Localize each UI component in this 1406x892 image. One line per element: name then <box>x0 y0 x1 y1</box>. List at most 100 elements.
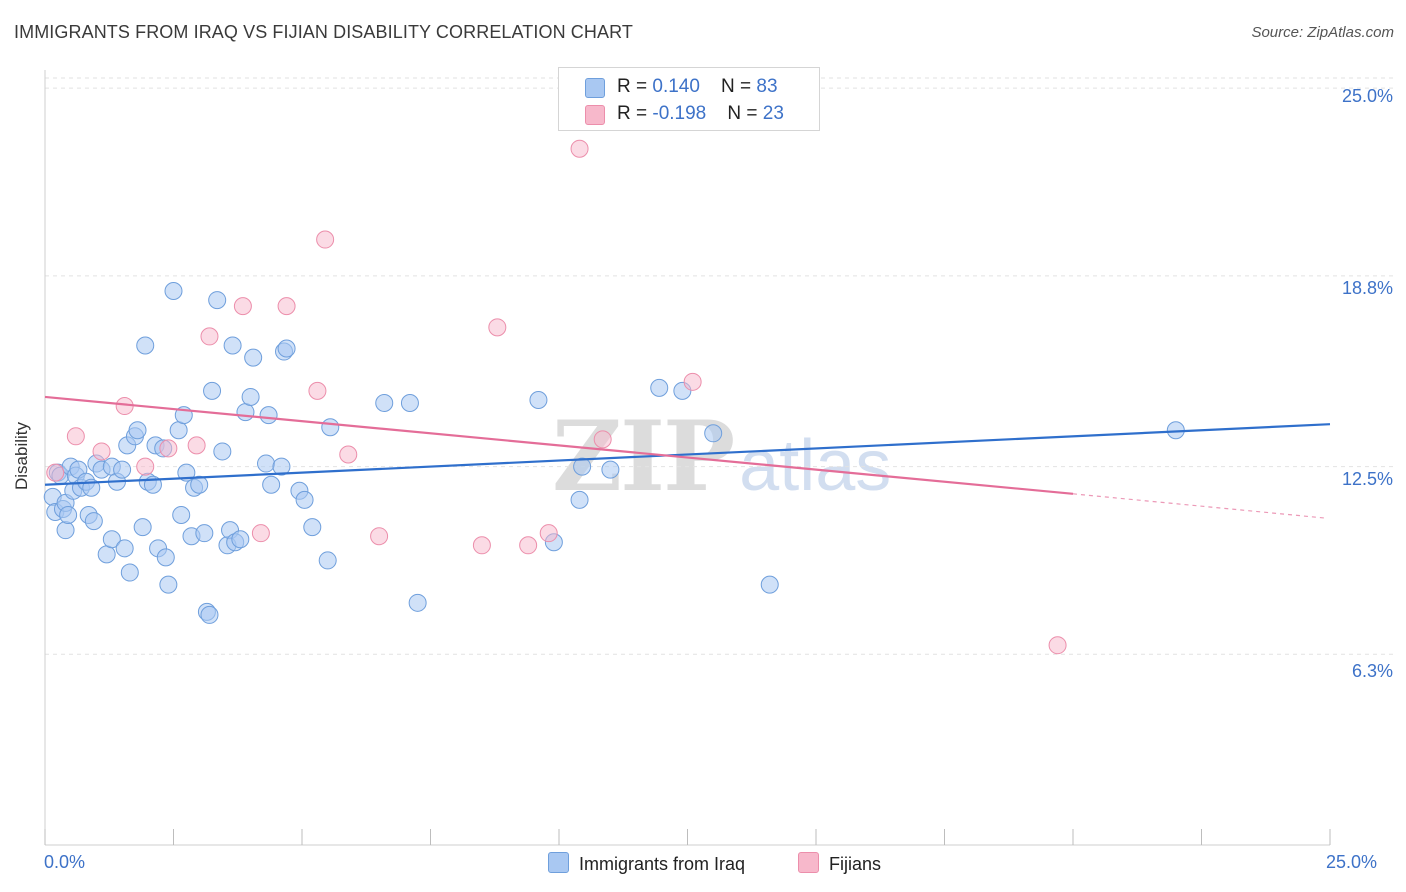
axes <box>44 70 1331 846</box>
y-tick-label: 25.0% <box>1341 86 1393 106</box>
iraq-point <box>601 460 620 479</box>
source-credit: Source: ZipAtlas.com <box>1251 24 1394 41</box>
legend-item-iraq[interactable]: Immigrants from Iraq <box>548 852 745 875</box>
fiji-points <box>46 139 1067 655</box>
iraq-point <box>195 524 214 543</box>
fiji-point <box>488 318 507 337</box>
x-tick-label-min: 0.0% <box>44 852 86 872</box>
r-value: -0.198 <box>652 103 707 124</box>
legend-label-fiji: Fijians <box>829 854 882 874</box>
iraq-point <box>120 563 139 582</box>
iraq-point <box>244 348 263 367</box>
fiji-point <box>159 439 178 458</box>
iraq-point <box>408 593 427 612</box>
fiji-point <box>251 524 270 543</box>
iraq-point <box>259 406 278 425</box>
iraq-point <box>133 518 152 537</box>
iraq-point <box>272 457 291 476</box>
iraq-point <box>59 506 78 525</box>
iraq-point <box>56 521 75 540</box>
fiji-point <box>339 445 358 464</box>
iraq-point <box>318 551 337 570</box>
x-tick-label-max: 25.0% <box>1326 852 1378 872</box>
legend-swatch-iraq <box>585 78 605 98</box>
stats-legend: R = 0.140 N = 83 R = -0.198 N = 23 <box>558 67 820 131</box>
fiji-point <box>187 436 206 455</box>
iraq-point <box>262 475 281 494</box>
iraq-point <box>295 490 314 509</box>
legend-item-fiji[interactable]: Fijians <box>798 852 881 875</box>
iraq-point <box>529 390 548 409</box>
fiji-point <box>593 430 612 449</box>
legend-swatch-iraq <box>548 852 569 873</box>
iraq-point <box>102 530 121 549</box>
iraq-point <box>213 442 232 461</box>
iraq-point <box>321 418 340 437</box>
fiji-point <box>308 381 327 400</box>
iraq-point <box>303 518 322 537</box>
iraq-point <box>156 548 175 567</box>
trend-lines <box>44 395 1331 519</box>
fiji-point <box>200 327 219 346</box>
iraq-point <box>115 539 134 558</box>
fiji-trend-extension <box>1072 493 1325 519</box>
gridlines <box>45 77 1395 655</box>
iraq-point <box>200 605 219 624</box>
y-tick-label: 18.8% <box>1341 278 1393 298</box>
fiji-point <box>370 527 389 546</box>
iraq-point <box>164 281 183 300</box>
n-label: N = <box>721 76 757 97</box>
iraq-trend-line <box>44 423 1331 486</box>
iraq-point <box>704 424 723 443</box>
y-tick-label: 12.5% <box>1341 469 1393 489</box>
fiji-point <box>316 230 335 249</box>
iraq-point <box>236 403 255 422</box>
fiji-point <box>66 427 85 446</box>
r-value: 0.140 <box>652 76 700 97</box>
legend-swatch-fiji <box>585 105 605 125</box>
iraq-point <box>375 394 394 413</box>
iraq-point <box>573 457 592 476</box>
iraq-point <box>570 490 589 509</box>
fiji-point <box>539 524 558 543</box>
iraq-point <box>113 460 132 479</box>
fiji-point <box>277 297 296 316</box>
n-value: 23 <box>762 103 784 124</box>
iraq-point <box>97 545 116 564</box>
iraq-point <box>136 336 155 355</box>
iraq-point <box>241 387 260 406</box>
fiji-point <box>46 463 65 482</box>
iraq-point <box>231 530 250 549</box>
fiji-point <box>570 139 589 158</box>
fiji-point <box>472 536 491 555</box>
fiji-point <box>1048 636 1067 655</box>
legend-swatch-fiji <box>798 852 819 873</box>
iraq-point <box>159 575 178 594</box>
n-value: 83 <box>756 76 778 97</box>
y-axis-label: Disability <box>12 421 31 491</box>
iraq-point <box>650 378 669 397</box>
iraq-point <box>190 475 209 494</box>
iraq-point <box>277 339 296 358</box>
iraq-point <box>172 506 191 525</box>
fiji-point <box>233 297 252 316</box>
y-tick-label: 6.3% <box>1351 661 1393 681</box>
iraq-point <box>128 421 147 440</box>
fiji-point <box>92 442 111 461</box>
iraq-point <box>208 291 227 310</box>
r-label: R = <box>617 103 653 124</box>
iraq-point <box>760 575 779 594</box>
watermark-atlas: atlas <box>739 426 892 506</box>
fiji-trend-line <box>44 395 1074 495</box>
iraq-point <box>257 454 276 473</box>
fiji-point <box>136 457 155 476</box>
fiji-point <box>519 536 538 555</box>
iraq-point <box>169 421 188 440</box>
iraq-point <box>400 394 419 413</box>
legend-label-iraq: Immigrants from Iraq <box>579 854 746 874</box>
iraq-point <box>223 336 242 355</box>
n-label: N = <box>727 103 763 124</box>
iraq-point <box>203 381 222 400</box>
chart-title: IMMIGRANTS FROM IRAQ VS FIJIAN DISABILIT… <box>14 22 633 42</box>
